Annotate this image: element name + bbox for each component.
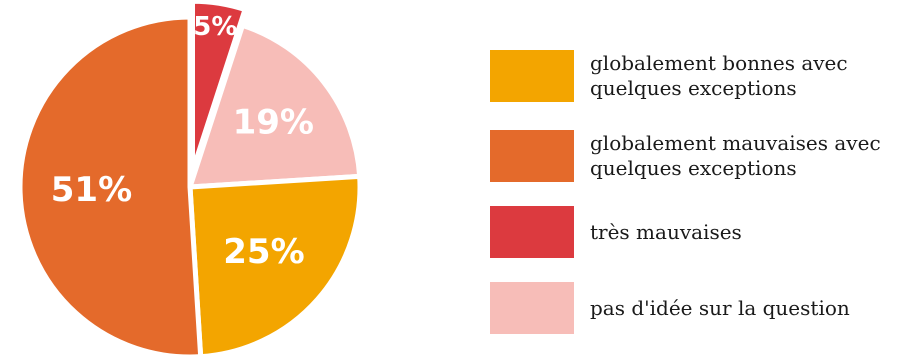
slice-label-1: 5%: [193, 12, 237, 42]
legend-item-mauvaises-exceptions: globalement mauvaises avec quelques exce…: [490, 130, 890, 182]
slice-label-3: 25%: [223, 232, 304, 272]
legend-item-pas-idee: pas d'idée sur la question: [490, 282, 890, 334]
pie-slice-3: [187, 173, 363, 360]
legend-swatch-pas-idee: [490, 282, 574, 334]
slice-label-2: 19%: [233, 102, 314, 142]
legend-label-bonnes: globalement bonnes avec quelques excepti…: [590, 51, 848, 100]
pie-slice-1: [190, 0, 248, 174]
legend-label-pas-idee: pas d'idée sur la question: [590, 295, 850, 320]
slice-label-4: 51%: [51, 170, 132, 210]
pie-slice-4: [17, 14, 204, 360]
legend-label-mauvaises-exceptions: globalement mauvaises avec quelques exce…: [590, 131, 881, 180]
legend-item-bonnes: globalement bonnes avec quelques excepti…: [490, 50, 890, 102]
pie-slice-2: [187, 22, 363, 190]
legend-item-tres-mauvaises: très mauvaises: [490, 206, 890, 258]
legend-swatch-bonnes: [490, 50, 574, 102]
pie-chart: 5% 19% 25% 51%: [17, 0, 363, 360]
legend-swatch-tres-mauvaises: [490, 206, 574, 258]
legend-swatch-mauvaises-exceptions: [490, 130, 574, 182]
legend-label-tres-mauvaises: très mauvaises: [590, 219, 742, 244]
